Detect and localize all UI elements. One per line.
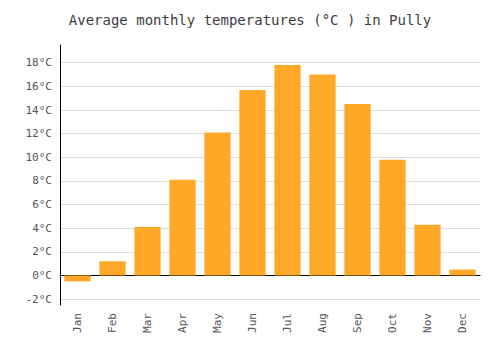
- svg-text:12°C: 12°C: [26, 127, 53, 140]
- svg-text:8°C: 8°C: [32, 174, 52, 187]
- svg-text:Oct: Oct: [386, 313, 399, 333]
- svg-text:Average monthly temperatures (: Average monthly temperatures (°C ) in Pu…: [69, 12, 431, 28]
- svg-text:16°C: 16°C: [26, 80, 53, 93]
- svg-text:Feb: Feb: [106, 313, 119, 333]
- svg-text:Aug: Aug: [316, 313, 329, 333]
- svg-text:4°C: 4°C: [32, 222, 52, 235]
- svg-text:Jan: Jan: [71, 313, 84, 333]
- svg-text:Jun: Jun: [246, 313, 259, 333]
- svg-text:0°C: 0°C: [32, 269, 52, 282]
- svg-text:Jul: Jul: [281, 313, 294, 333]
- svg-text:6°C: 6°C: [32, 198, 52, 211]
- svg-text:-2°C: -2°C: [26, 293, 53, 306]
- svg-text:10°C: 10°C: [26, 151, 53, 164]
- svg-text:18°C: 18°C: [26, 56, 53, 69]
- svg-text:May: May: [211, 313, 224, 333]
- svg-text:Sep: Sep: [351, 313, 364, 333]
- svg-text:14°C: 14°C: [26, 104, 53, 117]
- svg-text:Nov: Nov: [421, 313, 434, 333]
- svg-text:Apr: Apr: [176, 313, 189, 333]
- svg-text:Mar: Mar: [141, 313, 154, 333]
- svg-text:2°C: 2°C: [32, 245, 52, 258]
- svg-text:Dec: Dec: [456, 313, 469, 333]
